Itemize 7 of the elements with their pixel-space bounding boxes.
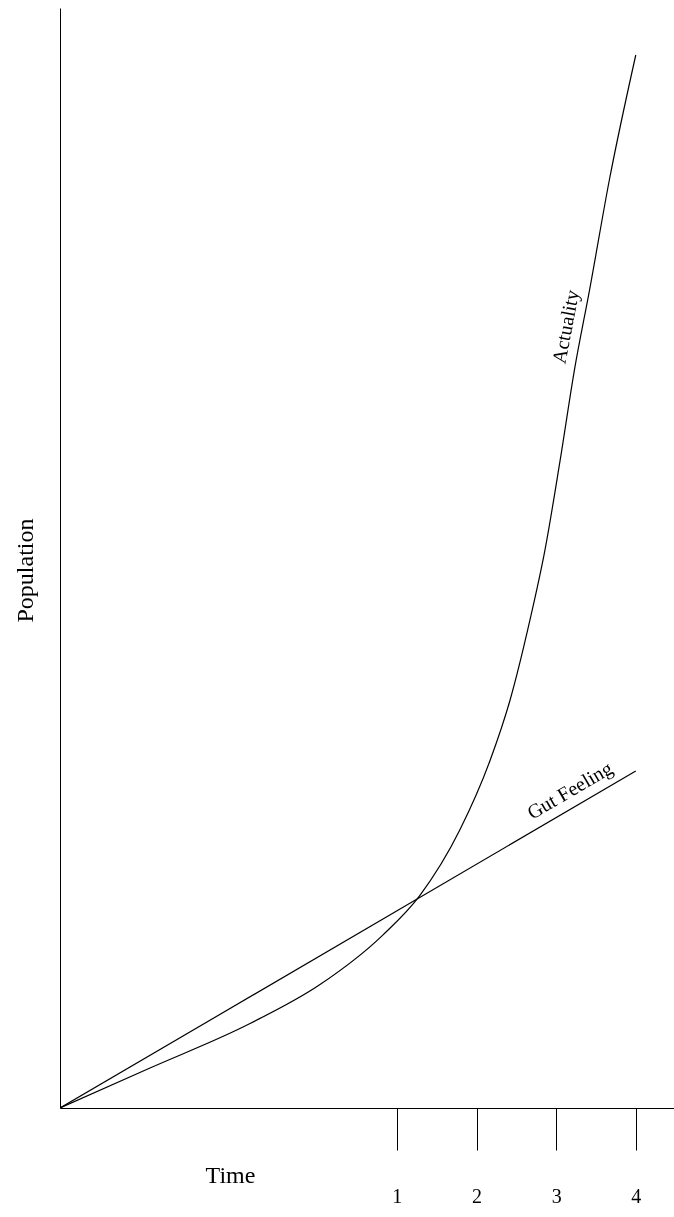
x-tick-label: 2 (472, 1184, 482, 1207)
text: Actuality (547, 288, 585, 366)
x-tick-label: 1 (392, 1184, 403, 1207)
x-axis-title: Time (205, 1161, 256, 1188)
x-tick-label: 4 (631, 1184, 642, 1207)
x-tick-label: 3 (551, 1184, 562, 1207)
y-axis-title: Population (11, 518, 38, 623)
